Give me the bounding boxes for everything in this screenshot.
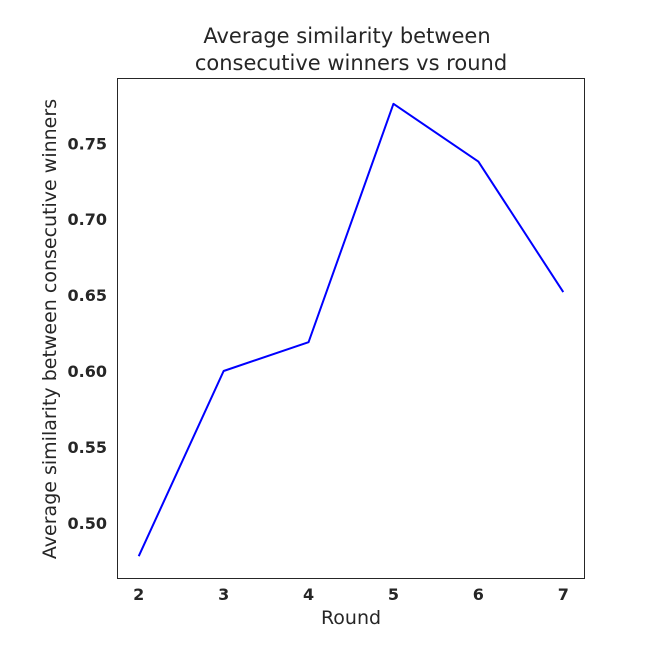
y-tick-label: 0.55 — [68, 438, 107, 457]
y-tick-label: 0.75 — [68, 134, 107, 153]
x-tick-label: 7 — [558, 585, 569, 604]
y-tick-label: 0.65 — [68, 286, 107, 305]
x-tick-label: 6 — [473, 585, 484, 604]
y-tick-labels: 0.50 0.55 0.60 0.65 0.70 0.75 — [68, 134, 107, 532]
x-axis-label: Round — [321, 607, 381, 629]
plot-area-frame — [117, 78, 585, 579]
chart-title-line-1: Average similarity between — [203, 24, 490, 48]
x-tick-label: 4 — [303, 585, 314, 604]
y-tick-label: 0.60 — [68, 362, 107, 381]
y-axis-label: Average similarity between consecutive w… — [39, 99, 61, 559]
y-tick-label: 0.50 — [68, 514, 107, 533]
y-tick-label: 0.70 — [68, 210, 107, 229]
chart-title-line-2: consecutive winners vs round — [195, 51, 507, 75]
series-line — [137, 102, 565, 557]
series-lines — [137, 102, 565, 557]
x-tick-labels: 2 3 4 5 6 7 — [133, 585, 569, 604]
x-tick-label: 5 — [388, 585, 399, 604]
x-tick-label: 3 — [218, 585, 229, 604]
x-tick-label: 2 — [133, 585, 144, 604]
